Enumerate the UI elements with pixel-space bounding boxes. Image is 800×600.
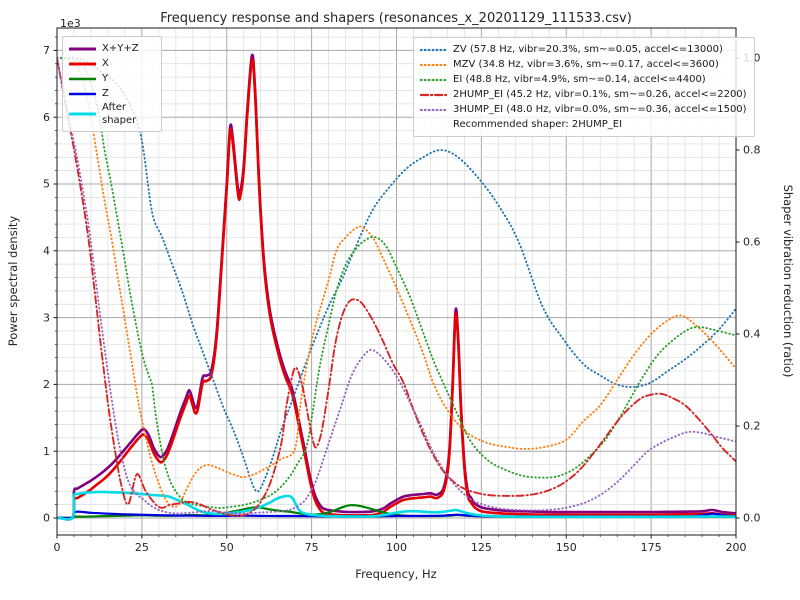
legend-line-sample [420, 93, 447, 96]
y-axis-label-right: Shaper vibration reduction (ratio) [781, 185, 795, 378]
y-left-tick-label: 4 [43, 245, 50, 258]
legend-item-z: Z [69, 86, 154, 101]
x-tick-label: 200 [726, 541, 747, 554]
series-zv [57, 56, 736, 493]
series-after [57, 490, 736, 521]
legend-recommended-shaper: Recommended shaper: 2HUMP_EI [453, 117, 747, 132]
y-right-tick-label: 0.8 [743, 144, 761, 157]
shaper-curves [57, 56, 736, 517]
axes: 0 25 50 75 100 125 150 175 200 0 1 2 3 4 5 6 7 0.0 0.2 0.4 0… [43, 27, 761, 554]
legend-line-sample [420, 108, 447, 111]
series-3humpei [57, 57, 736, 515]
legend-line-sample [69, 112, 96, 116]
y-left-tick-label: 0 [43, 512, 50, 525]
y-left-tick-label: 3 [43, 311, 50, 324]
legend-item-after-shaper: After shaper [69, 101, 154, 127]
legend-item-y: Y [69, 71, 154, 86]
legend-label: X [102, 58, 109, 69]
legend-item-x: X [69, 56, 154, 71]
legend-line-sample [69, 92, 96, 95]
legend-label: MZV (34.8 Hz, vibr=3.6%, sm~=0.17, accel… [453, 59, 719, 70]
y-axis-offset-label: 1e3 [60, 17, 81, 30]
legend-label: Z [102, 88, 109, 99]
legend-item-3hump_ei: 3HUMP_EI (48.0 Hz, vibr=0.0%, sm~=0.36, … [420, 102, 747, 117]
legend-line-sample [420, 63, 447, 66]
series-ei [57, 57, 736, 509]
y-right-tick-label: 0.0 [743, 512, 761, 525]
psd-curves [57, 53, 736, 521]
y-left-tick-label: 6 [43, 111, 50, 124]
x-tick-label: 125 [471, 541, 492, 554]
recommended-shaper-text: Recommended shaper: 2HUMP_EI [453, 119, 623, 130]
y-left-tick-label: 1 [43, 445, 50, 458]
y-left-tick-label: 5 [43, 178, 50, 191]
x-tick-label: 25 [135, 541, 149, 554]
legend-label: 3HUMP_EI (48.0 Hz, vibr=0.0%, sm~=0.36, … [453, 104, 747, 115]
x-tick-label: 100 [386, 541, 407, 554]
legend-shapers: ZV (57.8 Hz, vibr=20.3%, sm~=0.05, accel… [413, 37, 755, 137]
legend-item-zv: ZV (57.8 Hz, vibr=20.3%, sm~=0.05, accel… [420, 42, 747, 57]
legend-line-sample [69, 62, 96, 65]
legend-line-sample [420, 78, 447, 81]
legend-label: 2HUMP_EI (45.2 Hz, vibr=0.1%, sm~=0.26, … [453, 89, 747, 100]
y-right-tick-label: 0.2 [743, 420, 761, 433]
legend-label: ZV (57.8 Hz, vibr=20.3%, sm~=0.05, accel… [453, 44, 723, 55]
y-left-tick-label: 7 [43, 44, 50, 57]
series-x [57, 58, 736, 521]
series-x+y+z [57, 53, 736, 521]
x-tick-label: 175 [641, 541, 662, 554]
x-tick-label: 150 [556, 541, 577, 554]
legend-label: After shaper [102, 102, 137, 126]
legend-label: EI (48.8 Hz, vibr=4.9%, sm~=0.14, accel<… [453, 74, 706, 85]
legend-item-ei: EI (48.8 Hz, vibr=4.9%, sm~=0.14, accel<… [420, 72, 747, 87]
x-tick-label: 50 [220, 541, 234, 554]
legend-psd: X+Y+Z X Y Z After shaper [62, 36, 162, 132]
x-tick-label: 0 [54, 541, 61, 554]
legend-line-sample [69, 47, 96, 50]
series-2humpei [57, 57, 736, 517]
series-mzv [57, 57, 736, 508]
legend-line-sample [69, 77, 96, 80]
legend-item-mzv: MZV (34.8 Hz, vibr=3.6%, sm~=0.17, accel… [420, 57, 747, 72]
legend-label: Y [102, 73, 109, 84]
chart-title: Frequency response and shapers (resonanc… [160, 11, 632, 26]
y-right-tick-label: 0.6 [743, 236, 761, 249]
legend-item-2hump_ei: 2HUMP_EI (45.2 Hz, vibr=0.1%, sm~=0.26, … [420, 87, 747, 102]
legend-label: X+Y+Z [102, 43, 139, 54]
y-axis-label-left: Power spectral density [6, 216, 20, 347]
x-tick-label: 75 [305, 541, 319, 554]
legend-item-x+y+z: X+Y+Z [69, 41, 154, 56]
y-left-tick-label: 2 [43, 378, 50, 391]
y-right-tick-label: 0.4 [743, 328, 761, 341]
legend-line-sample [420, 48, 447, 51]
x-axis-label: Frequency, Hz [355, 567, 436, 581]
